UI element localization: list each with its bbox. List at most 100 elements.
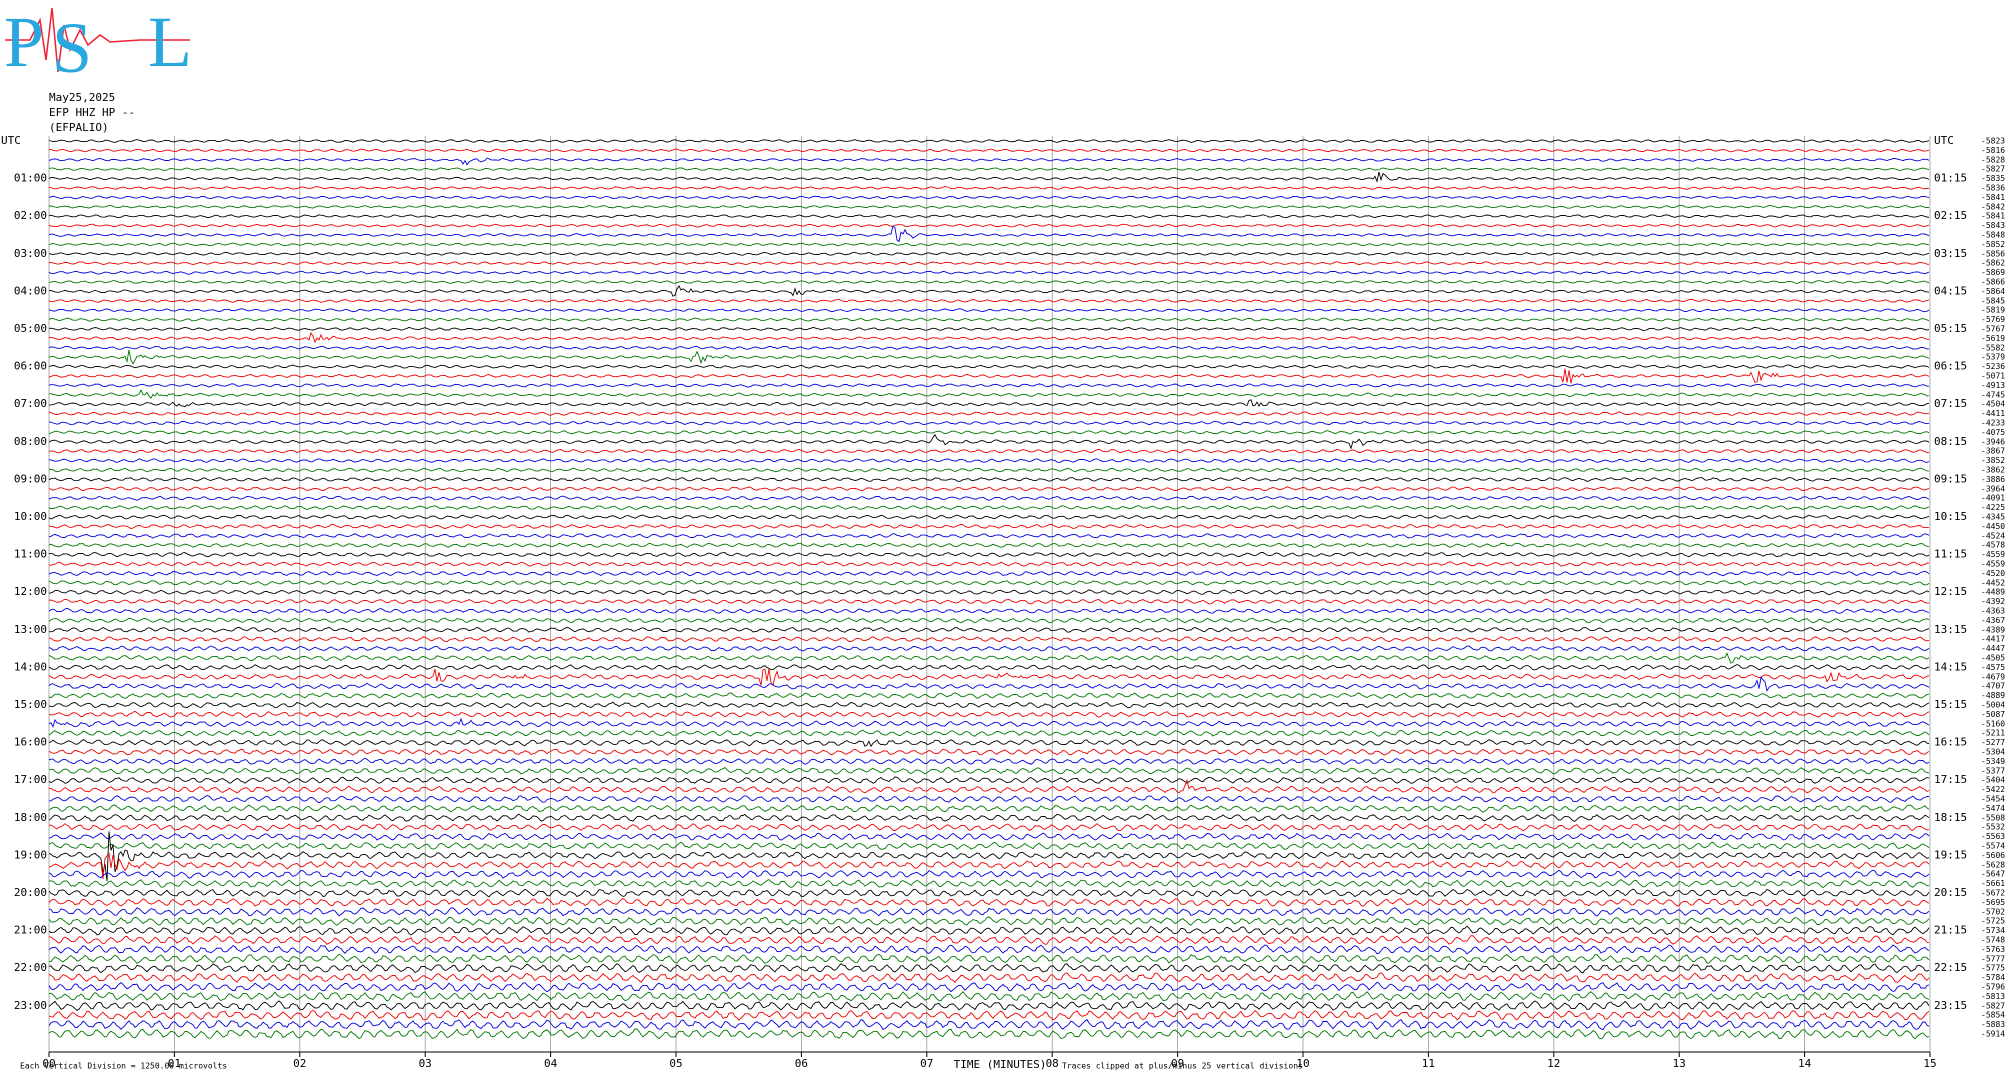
trace <box>48 729 1930 737</box>
trace-offset: -4504 <box>1981 400 2005 409</box>
trace-offset: -5841 <box>1981 193 2005 202</box>
trace <box>48 570 1930 577</box>
trace <box>48 270 1930 275</box>
trace <box>48 991 1930 1002</box>
trace-offset: -4578 <box>1981 541 2005 550</box>
logo: P S L <box>4 2 192 88</box>
trace <box>48 823 1930 832</box>
row-end-time-label: 16:15 <box>1934 736 1967 749</box>
trace <box>48 767 1930 775</box>
row-end-time-label: 06:15 <box>1934 360 1967 373</box>
row-end-time-label: 10:15 <box>1934 510 1967 523</box>
trace-offset: -5661 <box>1981 879 2005 888</box>
trace-offset: -4075 <box>1981 428 2005 437</box>
trace-offset: -5843 <box>1981 221 2005 230</box>
trace <box>48 953 1930 965</box>
trace-offset: -5835 <box>1981 174 2005 183</box>
trace <box>48 598 1930 605</box>
row-end-time-label: 20:15 <box>1934 886 1967 899</box>
trace <box>48 467 1930 473</box>
trace <box>48 308 1930 313</box>
row-time-label: 04:00 <box>14 284 47 297</box>
trace-offset: -5087 <box>1981 710 2005 719</box>
trace <box>48 225 1930 243</box>
x-tick-label: 07 <box>920 1057 933 1070</box>
trace-offset: -5277 <box>1981 738 2005 747</box>
trace <box>48 778 1930 794</box>
trace <box>48 157 1930 166</box>
trace <box>48 214 1930 219</box>
trace <box>48 981 1930 993</box>
trace <box>48 907 1930 917</box>
trace-offset: -5628 <box>1981 860 2005 869</box>
trace <box>48 879 1930 889</box>
x-tick-label: 15 <box>1923 1057 1936 1070</box>
trace <box>48 349 1930 365</box>
trace-offset: -5454 <box>1981 795 2005 804</box>
trace <box>48 626 1930 633</box>
trace-offset: -4411 <box>1981 409 2005 418</box>
trace <box>48 645 1930 652</box>
x-tick-label: 08 <box>1046 1057 1059 1070</box>
trace <box>48 617 1930 624</box>
row-end-time-label: 01:15 <box>1934 172 1967 185</box>
trace <box>48 804 1930 813</box>
trace <box>48 389 1930 399</box>
trace-offset: -4392 <box>1981 597 2005 606</box>
trace-offset: -5836 <box>1981 184 2005 193</box>
trace <box>48 739 1930 748</box>
trace-offset: -4559 <box>1981 560 2005 569</box>
row-time-label: 01:00 <box>14 172 47 185</box>
trace <box>48 1009 1930 1021</box>
trace <box>48 925 1930 936</box>
row-time-label: 16:00 <box>14 736 47 749</box>
trace <box>48 430 1930 435</box>
row-time-label: 05:00 <box>14 322 47 335</box>
trace <box>48 841 1930 851</box>
logo-wave <box>5 7 190 73</box>
row-time-label: 06:00 <box>14 360 47 373</box>
trace <box>48 579 1930 586</box>
trace <box>48 139 1930 143</box>
traces <box>48 139 1930 1040</box>
trace <box>48 542 1930 548</box>
x-tick-label: 00 <box>42 1057 55 1070</box>
x-tick-label: 14 <box>1798 1057 1812 1070</box>
date: May25,2025 <box>49 91 115 104</box>
trace-offset: -5748 <box>1981 936 2005 945</box>
trace-offset: -4889 <box>1981 691 2005 700</box>
trace-offset: -5866 <box>1981 278 2005 287</box>
row-end-time-label: 03:15 <box>1934 247 1967 260</box>
row-time-label: 03:00 <box>14 247 47 260</box>
trace-offset: -4363 <box>1981 607 2005 616</box>
row-end-time-label: 04:15 <box>1934 284 1967 297</box>
row-end-time-label: 23:15 <box>1934 999 1967 1012</box>
trace-offset: -5842 <box>1981 202 2005 211</box>
trace-offset: -4489 <box>1981 588 2005 597</box>
trace-offset: -5777 <box>1981 954 2005 963</box>
row-end-time-label: 22:15 <box>1934 961 1967 974</box>
trace-offset: -5775 <box>1981 964 2005 973</box>
trace-offset: -4575 <box>1981 663 2005 672</box>
row-time-label: 19:00 <box>14 848 47 861</box>
trace-offset: -4520 <box>1981 569 2005 578</box>
x-tick-label: 04 <box>544 1057 558 1070</box>
trace-offset: -5883 <box>1981 1020 2005 1029</box>
trace <box>48 831 1930 882</box>
trace-offset: -5819 <box>1981 306 2005 315</box>
row-end-time-label: 02:15 <box>1934 209 1967 222</box>
trace-offset: -5004 <box>1981 701 2005 710</box>
row-end-time-label: 09:15 <box>1934 472 1967 485</box>
trace <box>48 331 1930 344</box>
x-tick-label: 12 <box>1547 1057 1560 1070</box>
row-time-label: 15:00 <box>14 698 47 711</box>
trace-offset: -5160 <box>1981 719 2005 728</box>
trace-offset: -5474 <box>1981 804 2005 813</box>
trace <box>48 1018 1930 1031</box>
trace-offset: -5864 <box>1981 287 2005 296</box>
trace <box>48 284 1930 297</box>
trace <box>48 505 1930 511</box>
trace-offset: -4447 <box>1981 644 2005 653</box>
trace <box>48 916 1930 926</box>
row-time-label: 21:00 <box>14 924 47 937</box>
